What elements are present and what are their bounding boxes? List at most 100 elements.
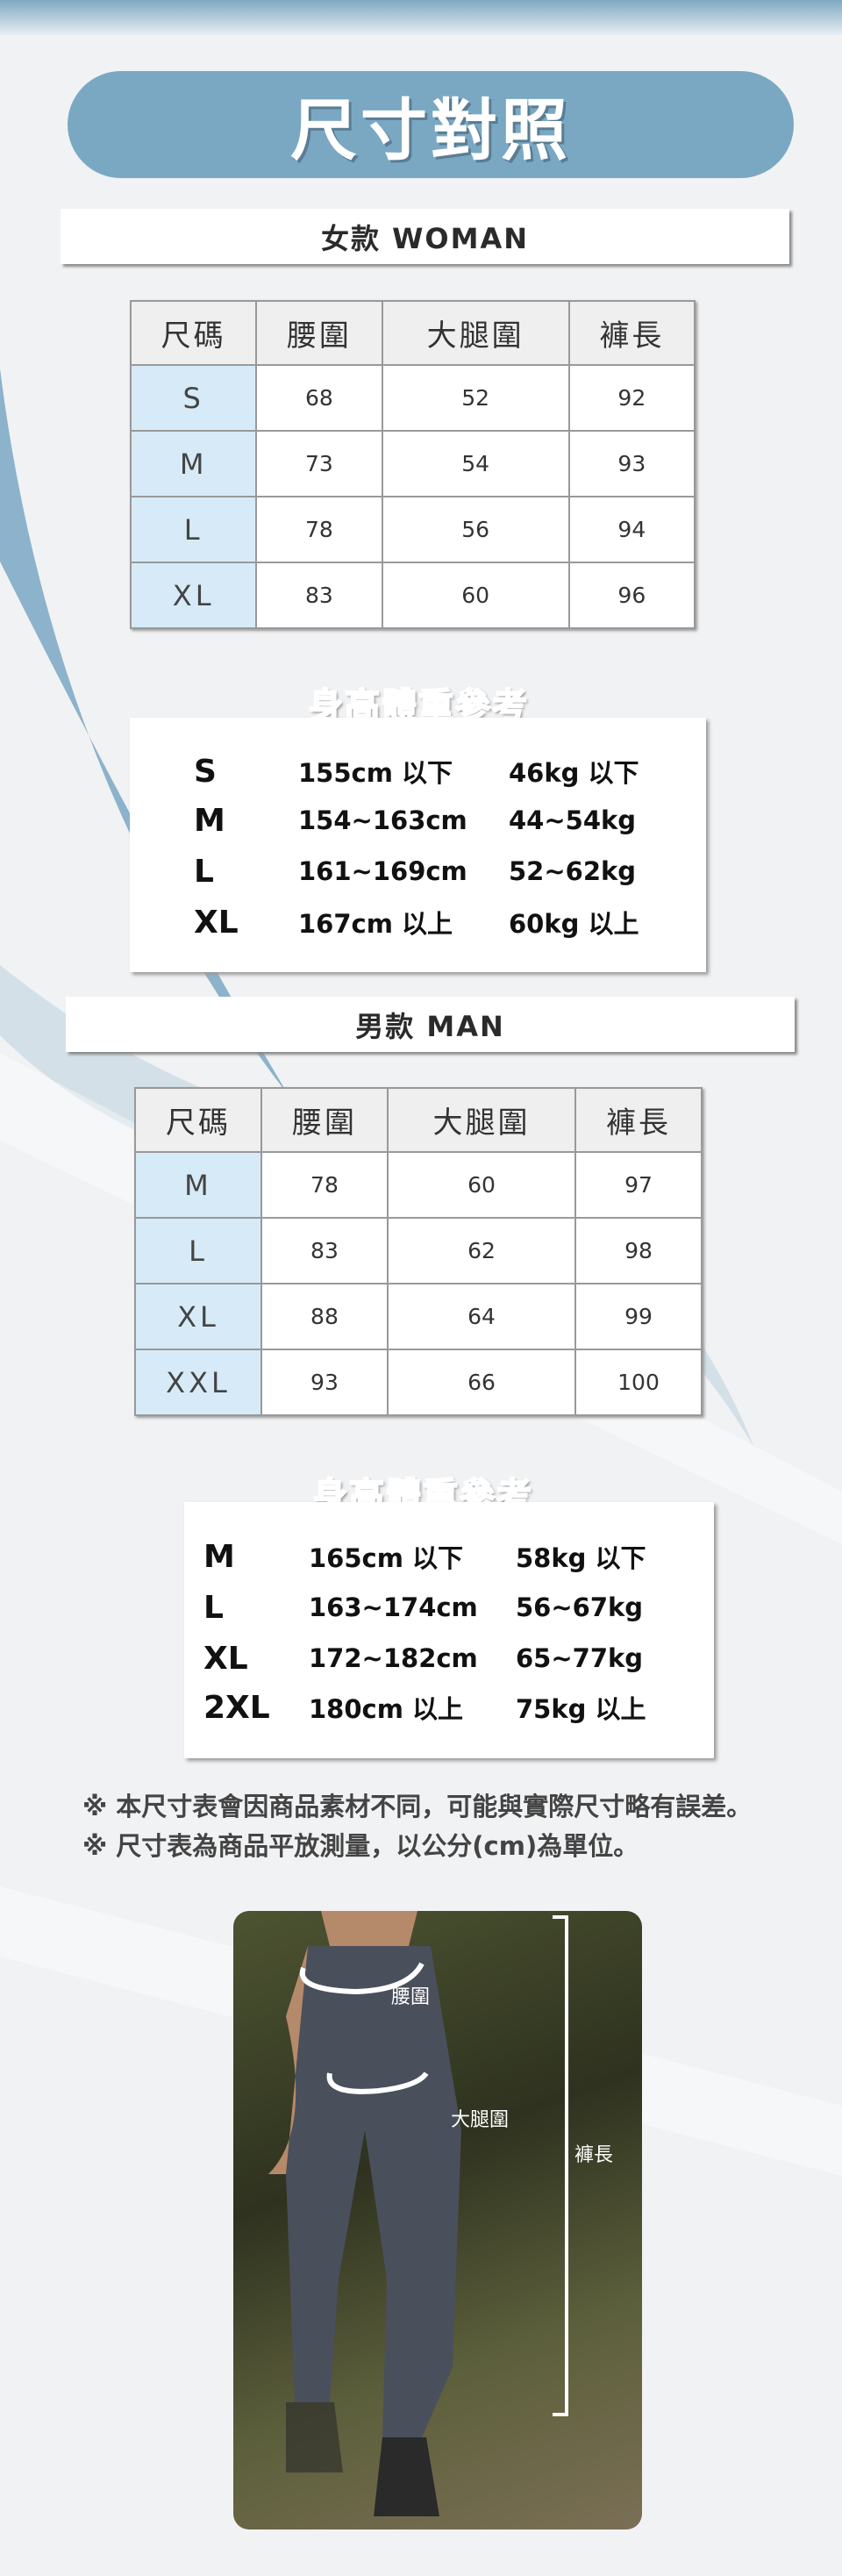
ref-weight: 52~62kg bbox=[509, 856, 637, 886]
table-cell: 73 bbox=[255, 430, 383, 497]
length-label: 褲長 bbox=[574, 2144, 614, 2166]
page-title: 尺寸對照 bbox=[290, 91, 571, 169]
ref-size: M bbox=[194, 802, 225, 839]
ref-row: M 154~163cm 44~54kg bbox=[0, 801, 842, 840]
table-row: XL 83 60 96 bbox=[129, 562, 696, 629]
table-cell: 83 bbox=[260, 1217, 389, 1284]
table-cell: 78 bbox=[260, 1151, 389, 1219]
table-cell: 99 bbox=[574, 1283, 703, 1350]
ref-row: XL 167cm 以上 60kg 以上 bbox=[0, 903, 842, 941]
table-cell: 66 bbox=[386, 1349, 577, 1416]
table-row: L 78 56 94 bbox=[129, 496, 696, 563]
man-size-table: 尺碼 腰圍 大腿圍 褲長 M 78 60 97 L 83 62 98 XL 88 64 99 XXL 93 66 10… bbox=[134, 1087, 703, 1416]
note-1: ※ 本尺寸表會因商品素材不同，可能與實際尺寸略有誤差。 bbox=[82, 1792, 753, 1821]
column-header: 腰圍 bbox=[260, 1087, 389, 1153]
size-cell: L bbox=[134, 1217, 262, 1284]
table-row: XXL 93 66 100 bbox=[134, 1349, 703, 1416]
ref-height: 154~163cm bbox=[298, 805, 467, 835]
ref-size: M bbox=[203, 1538, 235, 1575]
size-cell: M bbox=[134, 1151, 262, 1219]
size-cell: S bbox=[129, 364, 258, 432]
table-cell: 97 bbox=[574, 1151, 703, 1219]
ref-row: L 163~174cm 56~67kg bbox=[0, 1588, 842, 1627]
ref-row: S 155cm 以下 46kg 以下 bbox=[0, 752, 842, 791]
pants-illustration bbox=[268, 1911, 461, 2516]
table-cell: 93 bbox=[260, 1349, 389, 1416]
ref-size: XL bbox=[203, 1640, 248, 1677]
size-cell: M bbox=[129, 430, 258, 497]
ref-height: 163~174cm bbox=[309, 1592, 478, 1622]
ref-height: 155cm 以下 bbox=[298, 758, 453, 788]
table-cell: 60 bbox=[381, 562, 570, 629]
table-cell: 94 bbox=[567, 496, 696, 563]
woman-size-table: 尺碼 腰圍 大腿圍 褲長 S 68 52 92 M 73 54 93 L 78 56 94 XL 83 60 96 bbox=[129, 300, 696, 629]
ref-size: L bbox=[203, 1589, 224, 1626]
column-header: 褲長 bbox=[574, 1087, 703, 1153]
man-heading: 男款 MAN bbox=[355, 1009, 505, 1043]
man-ref-box bbox=[184, 1502, 714, 1758]
table-row: S 68 52 92 bbox=[129, 364, 696, 432]
ref-row: M 165cm 以下 58kg 以下 bbox=[0, 1537, 842, 1576]
column-header: 尺碼 bbox=[129, 300, 258, 366]
ref-height: 172~182cm bbox=[309, 1643, 478, 1673]
table-cell: 52 bbox=[381, 364, 570, 432]
table-cell: 83 bbox=[255, 562, 383, 629]
ref-size: S bbox=[194, 753, 217, 790]
table-cell: 78 bbox=[255, 496, 383, 563]
table-header-row: 尺碼 腰圍 大腿圍 褲長 bbox=[134, 1087, 703, 1153]
table-cell: 100 bbox=[574, 1349, 703, 1416]
table-cell: 92 bbox=[567, 364, 696, 432]
man-heading-bar: 男款 MAN bbox=[66, 997, 795, 1052]
table-row: L 83 62 98 bbox=[134, 1217, 703, 1284]
note-2: ※ 尺寸表為商品平放測量，以公分(cm)為單位。 bbox=[82, 1831, 639, 1861]
ref-weight: 44~54kg bbox=[509, 805, 637, 835]
size-cell: XL bbox=[129, 562, 258, 629]
table-cell: 88 bbox=[260, 1283, 389, 1350]
size-cell: XL bbox=[134, 1283, 262, 1350]
table-row: M 78 60 97 bbox=[134, 1151, 703, 1219]
table-cell: 60 bbox=[386, 1151, 577, 1219]
table-cell: 96 bbox=[567, 562, 696, 629]
ref-row: XL 172~182cm 65~77kg bbox=[0, 1639, 842, 1678]
model-photo: 腰圍 大腿圍 bbox=[233, 1911, 642, 2529]
ref-height: 167cm 以上 bbox=[298, 909, 453, 939]
ref-row: L 161~169cm 52~62kg bbox=[0, 852, 842, 891]
table-cell: 98 bbox=[574, 1217, 703, 1284]
ref-height: 161~169cm bbox=[298, 856, 467, 886]
ref-weight: 46kg 以下 bbox=[509, 758, 639, 788]
ref-weight: 56~67kg bbox=[516, 1592, 644, 1622]
size-cell: XXL bbox=[134, 1349, 262, 1416]
table-cell: 68 bbox=[255, 364, 383, 432]
ref-weight: 60kg 以上 bbox=[509, 909, 639, 939]
table-row: XL 88 64 99 bbox=[134, 1283, 703, 1350]
ref-size: 2XL bbox=[203, 1689, 270, 1726]
ref-size: L bbox=[194, 853, 214, 890]
ref-weight: 65~77kg bbox=[516, 1643, 644, 1673]
column-header: 褲長 bbox=[567, 300, 696, 366]
length-bracket bbox=[553, 1915, 568, 2416]
ref-size: XL bbox=[194, 904, 239, 941]
woman-heading-bar: 女款 WOMAN bbox=[61, 209, 789, 264]
table-cell: 62 bbox=[386, 1217, 577, 1284]
woman-heading: 女款 WOMAN bbox=[320, 221, 530, 255]
column-header: 尺碼 bbox=[134, 1087, 262, 1153]
ref-row: 2XL 180cm 以上 75kg 以上 bbox=[0, 1688, 842, 1727]
table-row: M 73 54 93 bbox=[129, 430, 696, 497]
table-cell: 64 bbox=[386, 1283, 577, 1350]
top-band bbox=[0, 0, 842, 35]
title-banner: 尺寸對照 bbox=[68, 71, 794, 178]
ref-weight: 58kg 以下 bbox=[516, 1543, 646, 1573]
ref-weight: 75kg 以上 bbox=[516, 1694, 646, 1724]
ref-height: 165cm 以下 bbox=[309, 1543, 464, 1573]
table-header-row: 尺碼 腰圍 大腿圍 褲長 bbox=[129, 300, 696, 366]
column-header: 大腿圍 bbox=[381, 300, 570, 366]
column-header: 大腿圍 bbox=[386, 1087, 577, 1153]
table-cell: 93 bbox=[567, 430, 696, 497]
table-cell: 56 bbox=[381, 496, 570, 563]
ref-height: 180cm 以上 bbox=[309, 1694, 464, 1724]
size-cell: L bbox=[129, 496, 258, 563]
table-cell: 54 bbox=[381, 430, 570, 497]
thigh-label: 大腿圍 bbox=[451, 2109, 510, 2131]
waist-label: 腰圍 bbox=[391, 1986, 431, 2008]
column-header: 腰圍 bbox=[255, 300, 383, 366]
